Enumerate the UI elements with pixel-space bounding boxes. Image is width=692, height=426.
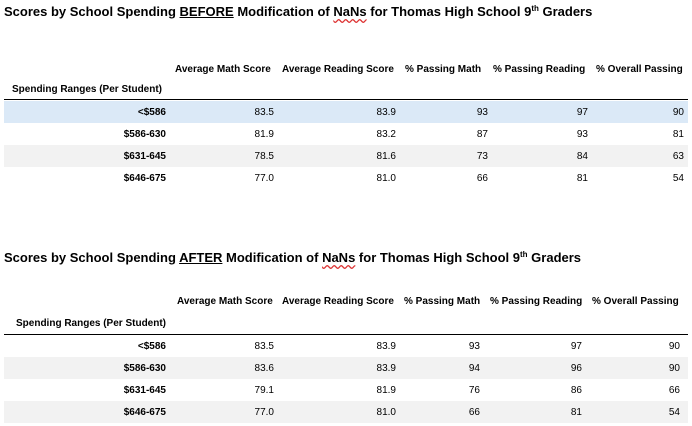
cell-reading: 83.9 [376, 341, 396, 352]
column-header: Average Reading Score [282, 296, 394, 307]
row-label: $646-675 [123, 173, 166, 184]
cell-overall: 54 [672, 173, 684, 184]
row-label: <$586 [137, 107, 166, 118]
cell-pass-math: 66 [476, 173, 488, 184]
title-text: for Thomas High School 9 [355, 250, 520, 265]
cell-pass-math: 93 [468, 341, 480, 352]
header-divider [4, 334, 688, 335]
title-text: Scores by School Spending [4, 250, 180, 265]
table-row: $646-675 77.0 81.0 66 81 54 [4, 167, 688, 189]
cell-pass-reading: 81 [576, 173, 588, 184]
cell-pass-reading: 86 [570, 385, 582, 396]
title-nans: NaNs [333, 4, 367, 19]
table-row: $586-630 83.6 83.9 94 96 90 [4, 357, 688, 379]
title-nans: NaNs [322, 250, 356, 265]
table-header-row: Average Math Score Average Reading Score… [4, 60, 688, 80]
table-row: <$586 83.5 83.9 93 97 90 [4, 101, 688, 123]
cell-overall: 66 [668, 385, 680, 396]
cell-math: 77.0 [254, 173, 274, 184]
column-header: Average Reading Score [282, 64, 394, 75]
column-header: % Passing Math [404, 296, 481, 307]
cell-pass-reading: 96 [570, 363, 582, 374]
title-text: Graders [527, 250, 582, 265]
row-label: $646-675 [123, 407, 166, 418]
cell-overall: 90 [672, 107, 684, 118]
cell-reading: 81.0 [376, 173, 396, 184]
row-label: $586-630 [123, 363, 166, 374]
cell-pass-reading: 93 [576, 129, 588, 140]
cell-pass-math: 66 [468, 407, 480, 418]
row-label: $586-630 [123, 129, 166, 140]
title-emphasis: AFTER [179, 250, 223, 265]
title-text: Modification of [233, 4, 334, 19]
cell-reading: 83.9 [376, 363, 396, 374]
column-header: % Passing Math [405, 64, 482, 75]
table-row: $586-630 81.9 83.2 87 93 81 [4, 123, 688, 145]
table-row: <$586 83.5 83.9 93 97 90 [4, 335, 688, 357]
column-header: % Passing Reading [490, 296, 583, 307]
cell-math: 83.5 [254, 341, 274, 352]
cell-pass-math: 87 [476, 129, 488, 140]
title-superscript: th [520, 250, 528, 259]
cell-math: 83.6 [254, 363, 274, 374]
cell-pass-reading: 81 [570, 407, 582, 418]
cell-math: 79.1 [254, 385, 274, 396]
cell-reading: 81.9 [376, 385, 396, 396]
title-text: Graders [538, 4, 593, 19]
cell-overall: 63 [672, 151, 684, 162]
table-row: $631-645 78.5 81.6 73 84 63 [4, 145, 688, 167]
table-row: $631-645 79.1 81.9 76 86 66 [4, 379, 688, 401]
table-header-row: Average Math Score Average Reading Score… [4, 292, 688, 312]
after-table-title: Scores by School Spending AFTER Modifica… [4, 250, 581, 265]
cell-pass-math: 94 [468, 363, 480, 374]
cell-overall: 54 [668, 407, 680, 418]
column-header: Average Math Score [175, 64, 271, 75]
cell-overall: 90 [668, 363, 680, 374]
column-header: % Passing Reading [493, 64, 586, 75]
row-label: $631-645 [123, 151, 166, 162]
cell-reading: 83.2 [376, 129, 396, 140]
cell-math: 77.0 [254, 407, 274, 418]
title-text: for Thomas High School 9 [366, 4, 532, 19]
column-header: Average Math Score [177, 296, 273, 307]
title-superscript: th [531, 4, 539, 13]
cell-pass-reading: 84 [576, 151, 588, 162]
before-table-title: Scores by School Spending BEFORE Modific… [4, 4, 592, 19]
cell-overall: 90 [668, 341, 680, 352]
cell-reading: 81.0 [376, 407, 396, 418]
table-row: $646-675 77.0 81.0 66 81 54 [4, 401, 688, 423]
column-header: % Overall Passing [592, 296, 679, 307]
header-divider [4, 99, 688, 100]
cell-pass-reading: 97 [576, 107, 588, 118]
cell-pass-math: 73 [476, 151, 488, 162]
cell-math: 81.9 [254, 129, 274, 140]
row-label: $631-645 [123, 385, 166, 396]
cell-reading: 81.6 [376, 151, 396, 162]
index-header: Spending Ranges (Per Student) [16, 318, 167, 329]
title-emphasis: BEFORE [179, 4, 234, 19]
title-text: Modification of [222, 250, 323, 265]
cell-math: 83.5 [254, 107, 274, 118]
cell-pass-math: 93 [476, 107, 488, 118]
cell-overall: 81 [672, 129, 684, 140]
title-text: Scores by School Spending [4, 4, 180, 19]
index-header: Spending Ranges (Per Student) [12, 84, 163, 95]
cell-reading: 83.9 [376, 107, 396, 118]
column-header: % Overall Passing [596, 64, 683, 75]
cell-pass-math: 76 [468, 385, 480, 396]
cell-pass-reading: 97 [570, 341, 582, 352]
row-label: <$586 [137, 341, 166, 352]
cell-math: 78.5 [254, 151, 274, 162]
